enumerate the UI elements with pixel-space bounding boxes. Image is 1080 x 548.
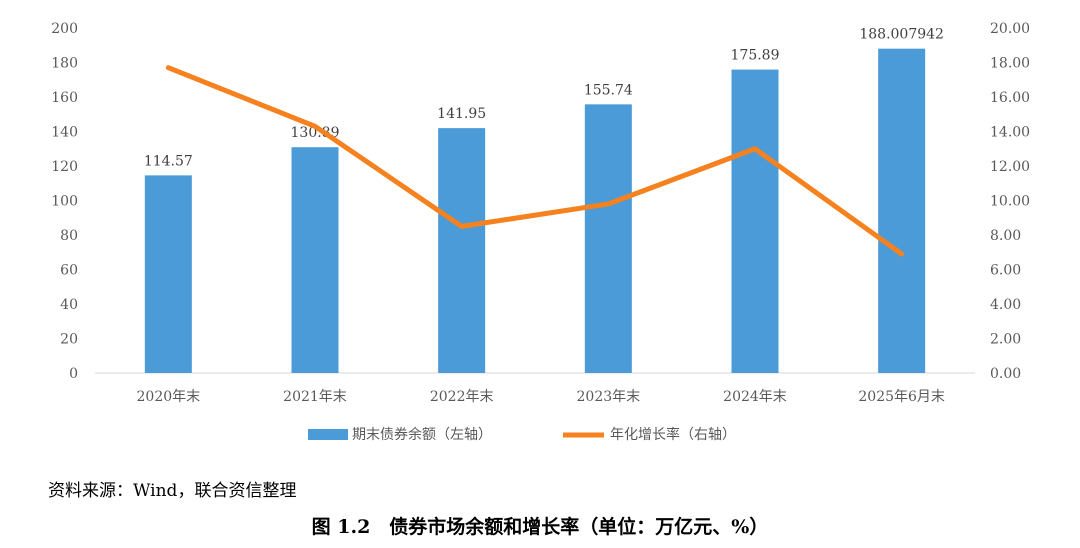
left-tick-label: 40 bbox=[60, 297, 78, 313]
left-tick-label: 200 bbox=[51, 21, 78, 37]
bar bbox=[584, 104, 632, 373]
right-tick-label: 20.00 bbox=[990, 21, 1030, 37]
right-tick-label: 18.00 bbox=[990, 56, 1030, 72]
category-labels: 2020年末 2021年末 2022年末 2023年末 2024年末 2025年6月末 bbox=[137, 389, 945, 405]
left-tick-label: 0 bbox=[69, 366, 78, 382]
left-tick-label: 160 bbox=[51, 90, 78, 106]
bar-data-label: 155.74 bbox=[584, 82, 633, 98]
category-label: 2020年末 bbox=[137, 389, 201, 405]
bar bbox=[731, 69, 779, 373]
bar-data-label: 114.57 bbox=[144, 153, 193, 169]
figure-caption: 图 1.2 债券市场余额和增长率（单位：万亿元、%） bbox=[311, 516, 769, 538]
right-axis: 0.00 2.00 4.00 6.00 8.00 10.00 12.00 14.00 16.00… bbox=[990, 21, 1030, 382]
right-tick-label: 4.00 bbox=[990, 297, 1021, 313]
category-label: 2023年末 bbox=[577, 389, 641, 405]
right-tick-label: 10.00 bbox=[990, 194, 1030, 210]
category-label: 2025年6月末 bbox=[858, 389, 945, 405]
right-tick-label: 8.00 bbox=[990, 228, 1021, 244]
right-tick-label: 16.00 bbox=[990, 90, 1030, 106]
category-label: 2021年末 bbox=[283, 389, 347, 405]
right-tick-label: 6.00 bbox=[990, 263, 1021, 279]
left-tick-label: 120 bbox=[51, 159, 78, 175]
legend-bar-label: 期末债券余额（左轴） bbox=[352, 426, 492, 443]
bar-data-label: 175.89 bbox=[731, 48, 780, 64]
left-tick-label: 100 bbox=[51, 194, 78, 210]
right-tick-label: 12.00 bbox=[990, 159, 1030, 175]
right-tick-label: 0.00 bbox=[990, 366, 1021, 382]
bar bbox=[144, 175, 192, 373]
bar-data-label: 188.007942 bbox=[859, 27, 944, 43]
category-label: 2024年末 bbox=[723, 389, 787, 405]
left-tick-label: 180 bbox=[51, 56, 78, 72]
category-label: 2022年末 bbox=[430, 389, 494, 405]
left-tick-label: 60 bbox=[60, 263, 78, 279]
line-series bbox=[165, 65, 905, 257]
source-note: 资料来源：Wind，联合资信整理 bbox=[48, 481, 297, 501]
right-tick-label: 14.00 bbox=[990, 125, 1030, 141]
right-tick-label: 2.00 bbox=[990, 332, 1021, 348]
bar bbox=[878, 48, 926, 373]
bar-data-label: 141.95 bbox=[437, 106, 486, 122]
growth-rate-line bbox=[165, 65, 905, 257]
bar bbox=[291, 147, 339, 373]
legend: 期末债券余额（左轴） 年化增长率（右轴） bbox=[308, 426, 736, 443]
left-tick-label: 80 bbox=[60, 228, 78, 244]
left-tick-label: 20 bbox=[60, 332, 78, 348]
bar bbox=[438, 128, 486, 373]
chart: 0 20 40 60 80 100 120 140 160 180 200 0.00 2.00 4.00… bbox=[51, 21, 1030, 443]
legend-line-label: 年化增长率（右轴） bbox=[610, 426, 736, 443]
legend-bar-swatch bbox=[308, 429, 348, 440]
left-axis: 0 20 40 60 80 100 120 140 160 180 200 bbox=[51, 21, 78, 382]
left-tick-label: 140 bbox=[51, 125, 78, 141]
